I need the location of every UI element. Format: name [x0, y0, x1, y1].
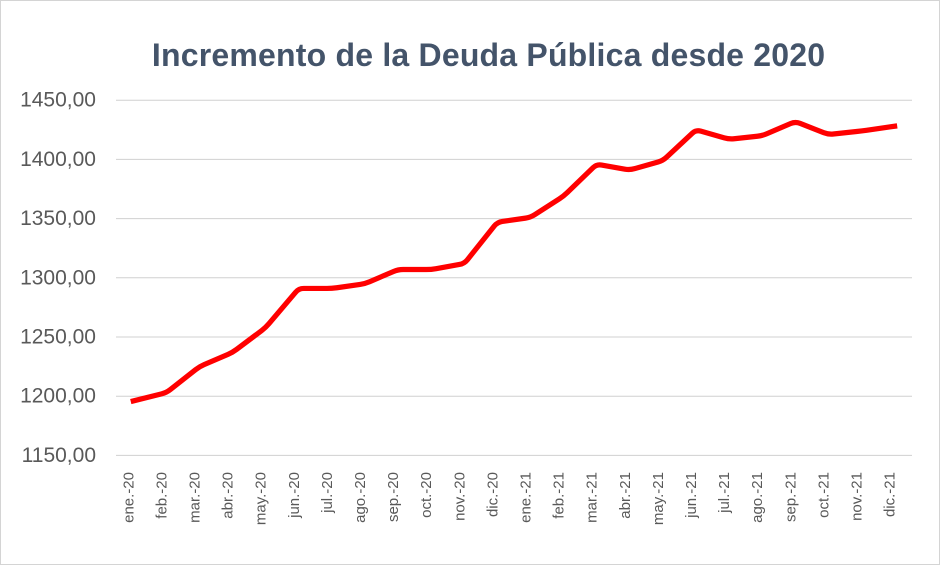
svg-text:1200,00: 1200,00: [20, 385, 96, 408]
svg-text:feb.-21: feb.-21: [551, 472, 568, 519]
svg-text:jul.-20: jul.-20: [319, 472, 336, 514]
svg-text:1400,00: 1400,00: [20, 148, 96, 171]
svg-text:feb.-20: feb.-20: [153, 472, 170, 519]
svg-text:jun.-20: jun.-20: [286, 472, 303, 519]
svg-text:mar.-20: mar.-20: [187, 472, 204, 523]
svg-text:ene.-20: ene.-20: [120, 472, 137, 523]
svg-text:ene.-21: ene.-21: [518, 472, 535, 523]
svg-text:jun.-21: jun.-21: [683, 472, 700, 519]
svg-text:may.-21: may.-21: [650, 472, 667, 525]
svg-text:oct.-21: oct.-21: [815, 472, 832, 518]
svg-text:abr.-20: abr.-20: [220, 472, 237, 519]
svg-text:dic.-21: dic.-21: [882, 472, 899, 517]
svg-text:jul.-21: jul.-21: [716, 472, 733, 514]
svg-text:nov.-21: nov.-21: [849, 472, 866, 521]
svg-text:sep.-21: sep.-21: [782, 472, 799, 522]
svg-text:ago.-20: ago.-20: [352, 472, 369, 523]
svg-text:1250,00: 1250,00: [20, 326, 96, 349]
svg-text:1150,00: 1150,00: [22, 444, 96, 467]
svg-text:abr.-21: abr.-21: [617, 472, 634, 519]
svg-text:sep.-20: sep.-20: [385, 472, 402, 522]
svg-text:may.-20: may.-20: [253, 472, 270, 525]
svg-text:dic.-20: dic.-20: [484, 472, 501, 517]
svg-text:oct.-20: oct.-20: [418, 472, 435, 518]
svg-text:1450,00: 1450,00: [20, 89, 96, 112]
svg-text:1300,00: 1300,00: [20, 266, 96, 289]
svg-text:nov.-20: nov.-20: [451, 472, 468, 521]
svg-text:mar.-21: mar.-21: [584, 472, 601, 523]
svg-text:ago.-21: ago.-21: [749, 472, 766, 523]
svg-text:1350,00: 1350,00: [20, 207, 96, 230]
